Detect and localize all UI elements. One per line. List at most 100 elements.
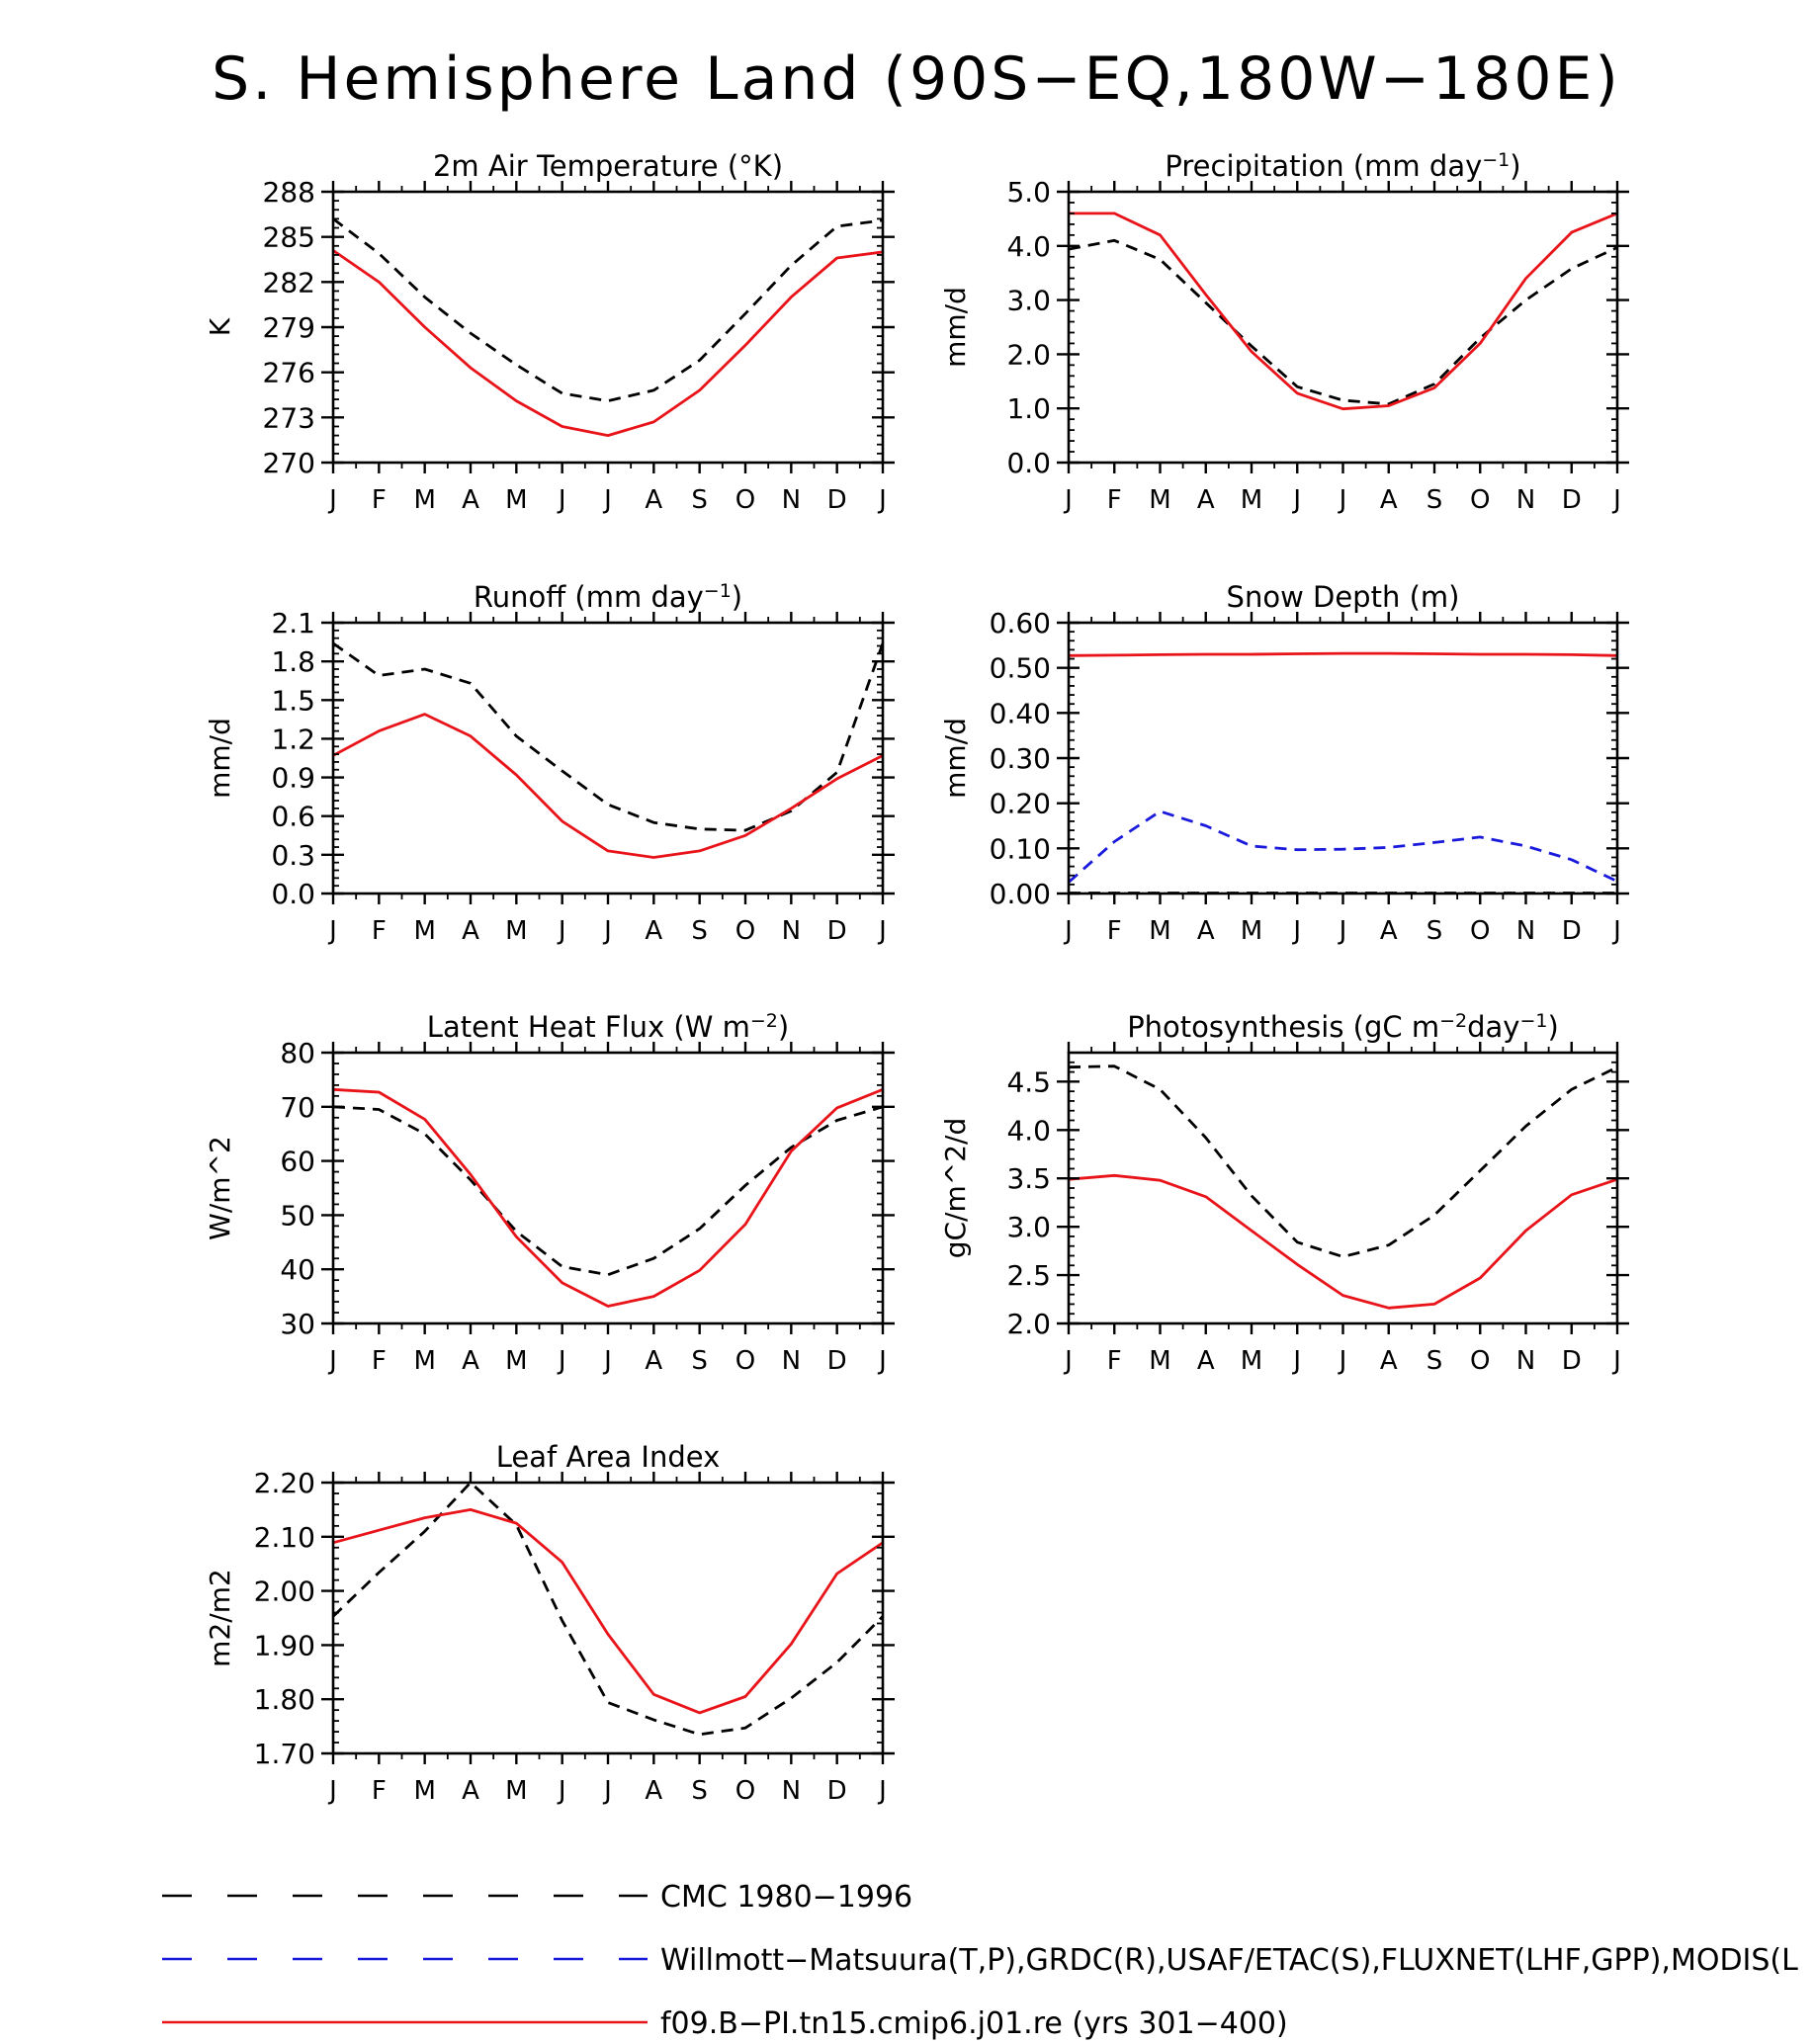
x-tick-label: S bbox=[691, 1346, 708, 1376]
x-tick-label: J bbox=[1338, 485, 1347, 515]
y-tick-label: 3.0 bbox=[1006, 1211, 1051, 1243]
y-tick-label: 270 bbox=[263, 447, 315, 479]
series-line-1 bbox=[1068, 1065, 1618, 1258]
y-tick-label: 70 bbox=[280, 1091, 315, 1124]
x-tick-label: M bbox=[413, 916, 435, 946]
x-tick-label: F bbox=[1107, 1346, 1122, 1376]
x-tick-label: J bbox=[877, 485, 887, 515]
panel-6: J F M A M J J A S O N D J2.02.53.03.54.04.5gC/m^2/dP… bbox=[939, 1010, 1629, 1376]
x-tick-label: J bbox=[877, 916, 887, 946]
x-tick-label: J bbox=[1338, 1346, 1347, 1376]
y-axis-label: m2/m2 bbox=[204, 1569, 236, 1667]
plot-frame bbox=[1067, 621, 1619, 895]
x-tick-label: A bbox=[645, 1776, 662, 1806]
y-tick-label: 0.60 bbox=[990, 607, 1051, 639]
y-axis-label: gC/m^2/d bbox=[939, 1118, 972, 1259]
series-line-2 bbox=[1069, 212, 1618, 411]
panel-title: Precipitation (mm day−1) bbox=[1165, 149, 1520, 183]
x-tick-label: A bbox=[1197, 485, 1215, 515]
y-tick-label: 0.3 bbox=[271, 839, 315, 872]
y-tick-label: 4.0 bbox=[1006, 1114, 1051, 1147]
x-tick-label: A bbox=[462, 1346, 479, 1376]
y-tick-label: 80 bbox=[280, 1037, 315, 1069]
x-tick-label: M bbox=[1149, 916, 1170, 946]
x-tick-label: J bbox=[1611, 1346, 1621, 1376]
panel-3: J F M A M J J A S O N D J0.00.30.60.91.21.51.82.1mm/… bbox=[204, 580, 895, 946]
y-tick-label: 1.8 bbox=[271, 645, 315, 678]
x-tick-label: D bbox=[1562, 485, 1582, 515]
x-tick-label: J bbox=[327, 1776, 337, 1806]
x-tick-label: A bbox=[462, 916, 479, 946]
x-tick-label: M bbox=[1149, 1346, 1170, 1376]
y-tick-label: 1.0 bbox=[1006, 392, 1051, 425]
x-tick-label: M bbox=[505, 1346, 527, 1376]
x-tick-label: A bbox=[645, 485, 662, 515]
series-line-1 bbox=[332, 641, 885, 832]
panel-title: Snow Depth (m) bbox=[1227, 580, 1460, 614]
x-tick-label: D bbox=[1562, 1346, 1582, 1376]
x-tick-label: S bbox=[691, 485, 708, 515]
legend-label-3: f09.B−PI.tn15.cmip6.j01.re (yrs 301−400) bbox=[660, 2006, 1288, 2041]
y-tick-label: 2.0 bbox=[1006, 338, 1051, 371]
series-line-2 bbox=[332, 1087, 884, 1308]
x-tick-label: M bbox=[1241, 1346, 1262, 1376]
series-line-1 bbox=[332, 1105, 884, 1277]
y-tick-label: 2.10 bbox=[254, 1521, 315, 1554]
y-tick-label: 2.0 bbox=[1006, 1308, 1051, 1340]
y-tick-label: 279 bbox=[263, 311, 315, 344]
x-tick-label: F bbox=[372, 916, 387, 946]
x-tick-label: F bbox=[1107, 485, 1122, 515]
x-tick-label: A bbox=[1380, 485, 1398, 515]
y-tick-label: 276 bbox=[263, 357, 315, 389]
y-tick-label: 285 bbox=[263, 221, 315, 254]
x-tick-label: J bbox=[1291, 1346, 1301, 1376]
y-tick-label: 30 bbox=[280, 1308, 315, 1340]
plot-frame bbox=[331, 1481, 885, 1755]
panel-4: J F M A M J J A S O N D J0.000.100.200.300.400.500.6… bbox=[939, 580, 1629, 946]
x-tick-label: S bbox=[1426, 485, 1443, 515]
panel-title: Leaf Area Index bbox=[496, 1440, 720, 1474]
x-tick-label: M bbox=[413, 1776, 435, 1806]
x-tick-label: J bbox=[602, 1346, 612, 1376]
y-tick-label: 3.5 bbox=[1006, 1162, 1051, 1195]
x-tick-label: N bbox=[1516, 1346, 1535, 1376]
y-tick-label: 0.9 bbox=[271, 762, 315, 795]
y-axis-label: mm/d bbox=[204, 718, 236, 799]
legend: CMC 1980−1996 Willmott−Matsuura(T,P),GRDC… bbox=[162, 1880, 1798, 2041]
x-tick-label: J bbox=[877, 1346, 887, 1376]
y-axis-label: mm/d bbox=[939, 718, 972, 799]
x-tick-label: O bbox=[735, 1776, 755, 1806]
y-tick-label: 4.5 bbox=[1006, 1065, 1051, 1098]
x-tick-label: N bbox=[1516, 485, 1535, 515]
x-tick-label: J bbox=[557, 485, 566, 515]
x-tick-label: D bbox=[827, 485, 847, 515]
y-tick-label: 0.6 bbox=[271, 801, 315, 833]
x-tick-label: O bbox=[1470, 1346, 1490, 1376]
x-tick-label: J bbox=[602, 916, 612, 946]
x-tick-label: O bbox=[735, 1346, 755, 1376]
x-tick-label: O bbox=[1470, 485, 1490, 515]
y-tick-label: 3.0 bbox=[1006, 285, 1051, 317]
x-tick-label: N bbox=[782, 485, 801, 515]
y-tick-label: 0.0 bbox=[1006, 447, 1051, 479]
panel-2: J F M A M J J A S O N D J0.01.02.03.04.05.0mm/dPreci… bbox=[939, 149, 1629, 515]
y-tick-label: 1.2 bbox=[271, 723, 315, 755]
y-axis-label: W/m^2 bbox=[204, 1136, 236, 1240]
x-tick-label: F bbox=[372, 1346, 387, 1376]
plot-frame bbox=[331, 1051, 885, 1325]
x-tick-label: N bbox=[1516, 916, 1535, 946]
x-tick-label: A bbox=[462, 1776, 479, 1806]
x-tick-label: S bbox=[691, 1776, 708, 1806]
y-tick-label: 1.70 bbox=[254, 1738, 315, 1770]
x-tick-label: M bbox=[505, 485, 527, 515]
plot-frame bbox=[1067, 190, 1619, 465]
x-tick-label: J bbox=[1611, 485, 1621, 515]
x-tick-label: J bbox=[557, 1776, 566, 1806]
plot-frame bbox=[331, 190, 885, 465]
x-tick-label: J bbox=[602, 1776, 612, 1806]
y-tick-label: 40 bbox=[280, 1253, 315, 1286]
x-tick-label: N bbox=[782, 1776, 801, 1806]
x-tick-label: S bbox=[1426, 916, 1443, 946]
